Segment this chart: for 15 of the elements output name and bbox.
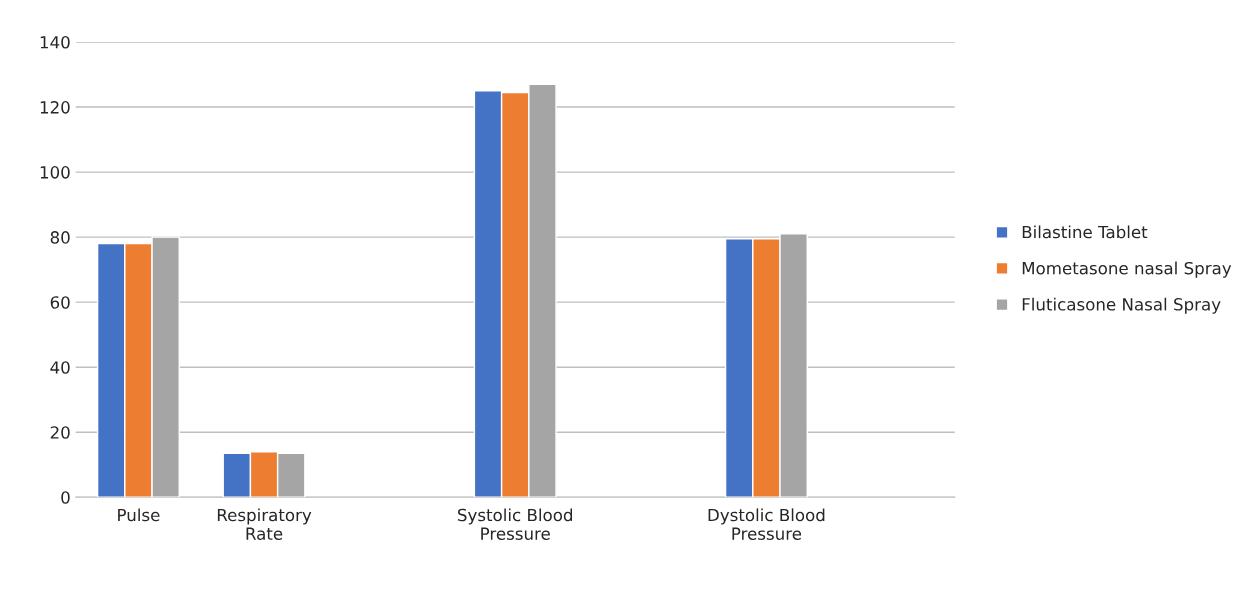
y-tick-label: 140 bbox=[40, 35, 70, 49]
y-tick-label: 100 bbox=[40, 166, 70, 179]
y-tick-label: 80 bbox=[50, 231, 70, 244]
y-tick-label: 60 bbox=[50, 296, 70, 309]
y-tick-label: 0 bbox=[61, 491, 70, 504]
y-tick-label: 120 bbox=[40, 101, 70, 114]
x-tick-label: Respiratory Rate bbox=[217, 508, 312, 540]
legend-label: Bilastine Tablet bbox=[1022, 225, 1148, 239]
x-tick-label: Dystolic Blood Pressure bbox=[708, 508, 825, 540]
y-tick-label: 40 bbox=[50, 361, 70, 374]
legend-label: Mometasone nasal Spray bbox=[1022, 261, 1232, 278]
y-tick-label: 20 bbox=[50, 426, 70, 439]
x-tick-label: Pulse bbox=[118, 508, 160, 522]
legend-label: Fluticasone Nasal Spray bbox=[1022, 297, 1221, 314]
x-tick-label: Systolic Blood Pressure bbox=[458, 508, 573, 540]
